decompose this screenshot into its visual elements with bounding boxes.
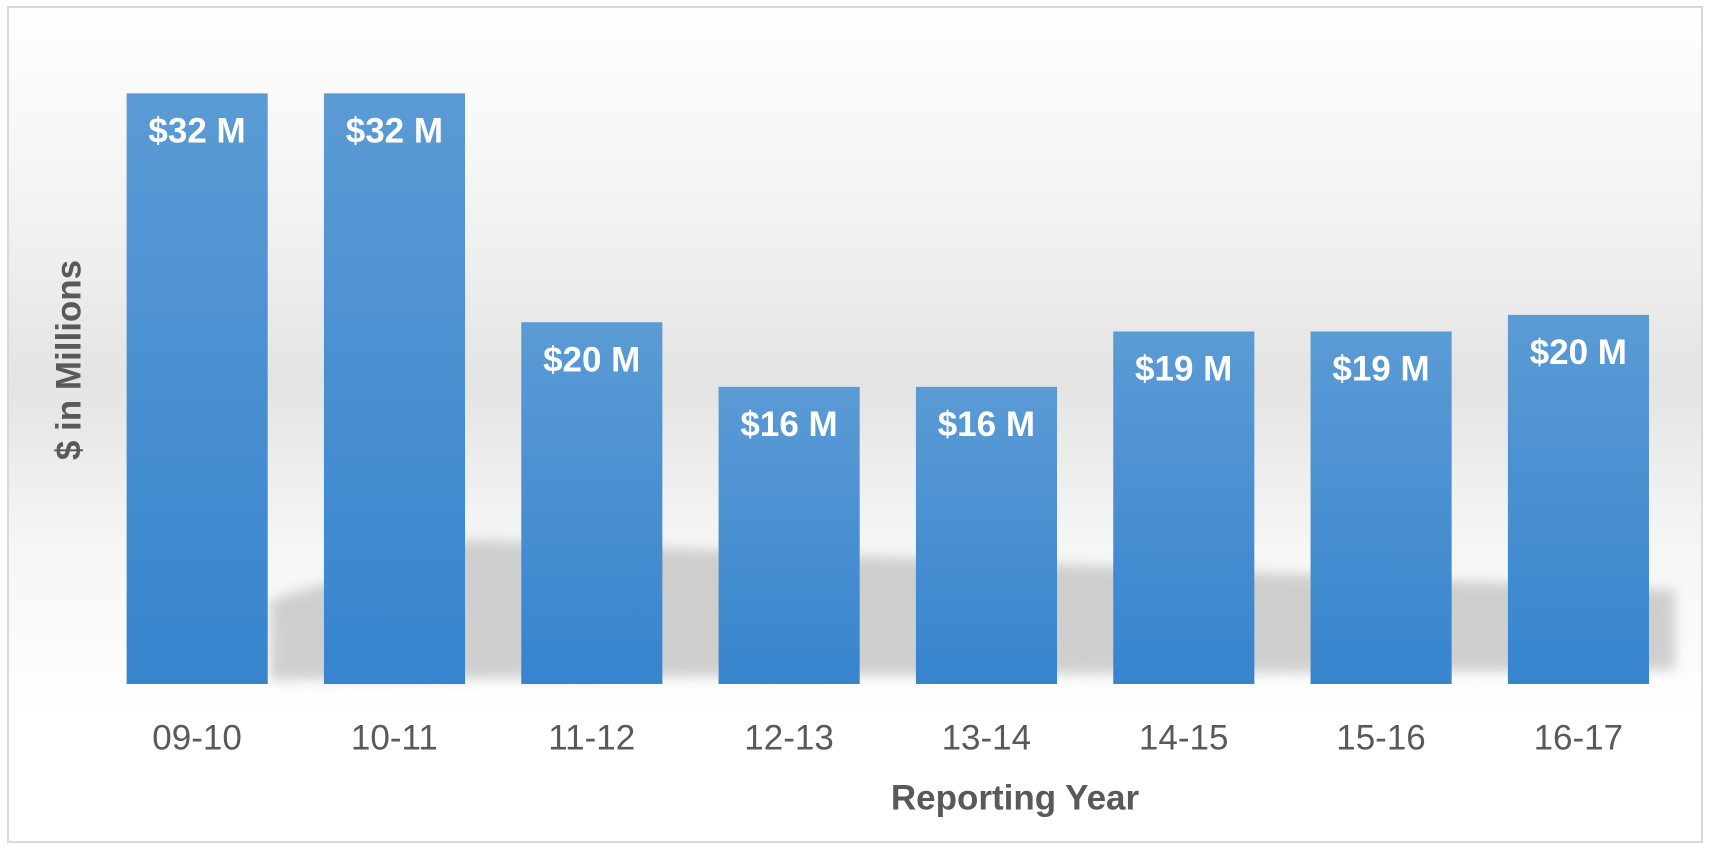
value-label: $19 M <box>1135 350 1232 389</box>
bar <box>521 322 663 684</box>
bar <box>126 93 268 684</box>
value-label: $32 M <box>346 112 443 151</box>
bar <box>1507 314 1649 684</box>
bar <box>323 93 466 684</box>
value-label: $16 M <box>938 405 1035 444</box>
bar <box>1310 331 1452 684</box>
value-label: $19 M <box>1332 350 1429 389</box>
x-tick-label: 11-12 <box>548 718 635 757</box>
bar <box>718 386 860 684</box>
value-label: $20 M <box>1530 333 1627 372</box>
value-label: $20 M <box>543 340 640 379</box>
bar <box>1113 331 1255 684</box>
y-axis-title: $ in Millions <box>49 260 88 460</box>
x-axis-title: Reporting Year <box>891 778 1140 817</box>
x-tick-label: 10-11 <box>351 718 438 757</box>
x-tick-label: 13-14 <box>942 718 1032 757</box>
x-tick-label: 16-17 <box>1534 718 1624 757</box>
x-tick-label: 15-16 <box>1336 718 1426 757</box>
x-tick-label: 09-10 <box>152 718 242 757</box>
value-label: $16 M <box>740 405 837 444</box>
x-tick-label: 14-15 <box>1139 718 1229 757</box>
value-label: $32 M <box>148 112 245 151</box>
x-tick-label: 12-13 <box>744 718 834 757</box>
bar <box>915 386 1058 684</box>
